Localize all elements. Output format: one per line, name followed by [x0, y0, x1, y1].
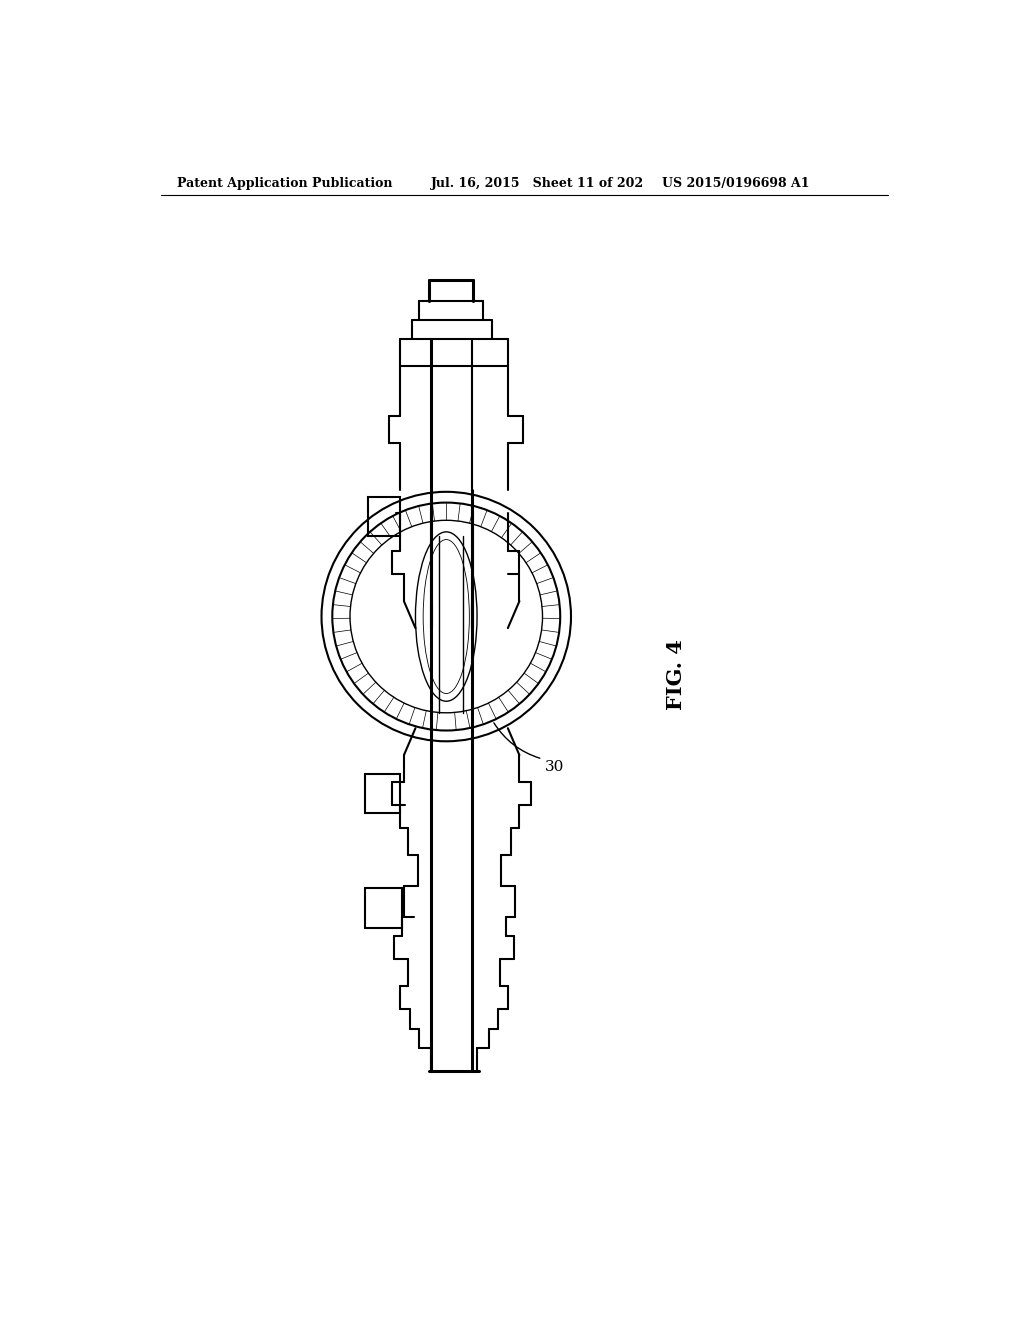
Text: Jul. 16, 2015   Sheet 11 of 202: Jul. 16, 2015 Sheet 11 of 202 — [431, 177, 644, 190]
Bar — [368, 498, 400, 536]
Text: 30: 30 — [545, 760, 564, 774]
Text: FIG. 4: FIG. 4 — [666, 639, 686, 710]
Bar — [366, 888, 402, 928]
Text: US 2015/0196698 A1: US 2015/0196698 A1 — [662, 177, 809, 190]
Text: Patent Application Publication: Patent Application Publication — [177, 177, 392, 190]
Bar — [366, 775, 400, 813]
